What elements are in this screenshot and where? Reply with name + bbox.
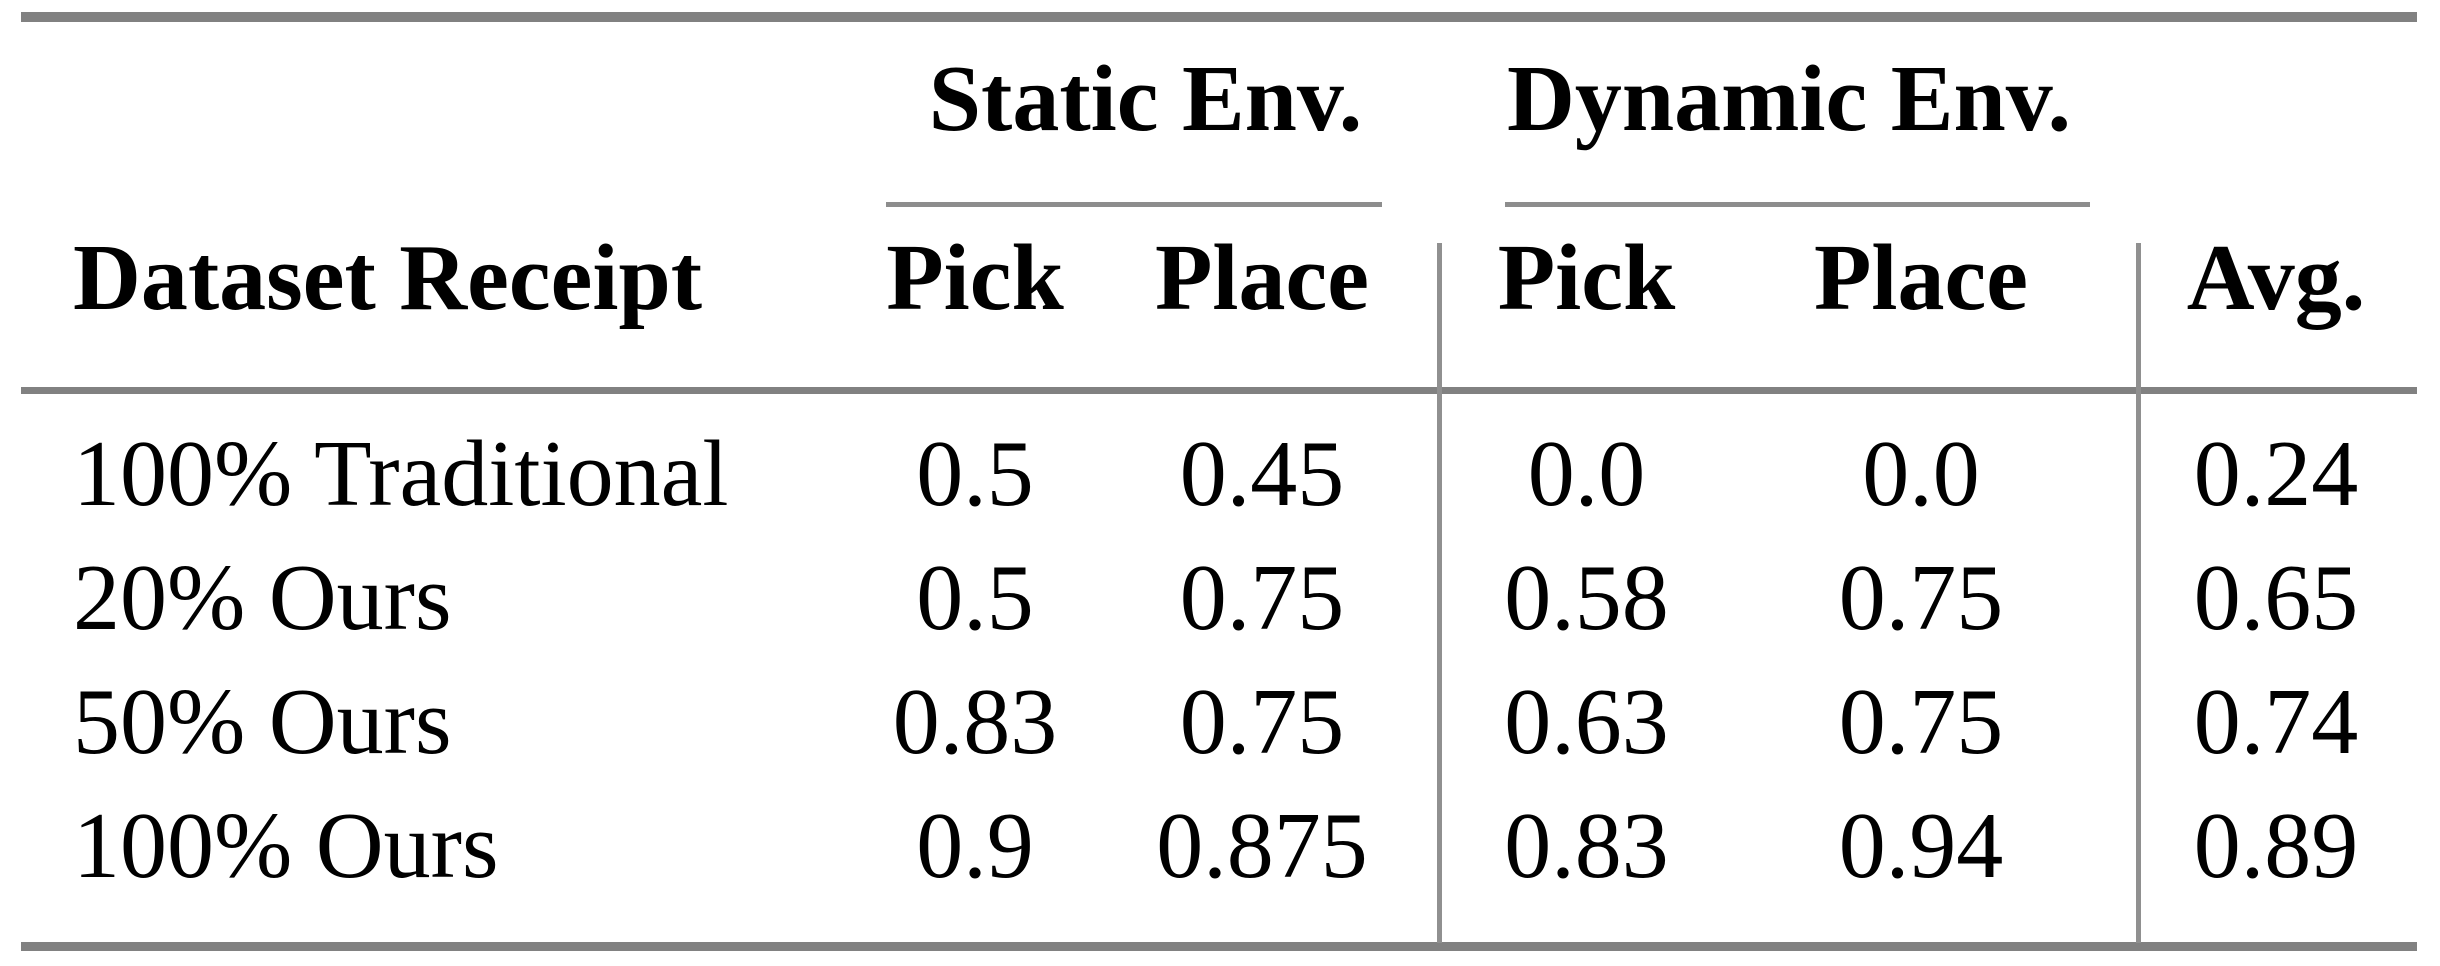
- col-header-dynamic-place: Place: [1814, 226, 2028, 330]
- cell-static-pick: 0.5: [916, 422, 1034, 526]
- row-label: 50% Ours: [73, 670, 452, 774]
- cell-dynamic-place: 0.94: [1838, 794, 2004, 898]
- cell-static-place: 0.75: [1179, 546, 1345, 650]
- cell-dynamic-pick: 0.58: [1504, 546, 1669, 650]
- cmidrule-static-env: [886, 202, 1382, 207]
- top-rule: [21, 12, 2417, 22]
- col-header-static-pick: Pick: [886, 226, 1064, 330]
- group-header-dynamic-env: Dynamic Env.: [1506, 47, 2072, 151]
- vertical-rule-dynamic-avg: [2136, 243, 2141, 943]
- cell-static-place: 0.45: [1179, 422, 1345, 526]
- cell-dynamic-place: 0.75: [1838, 670, 2004, 774]
- cell-avg: 0.74: [2193, 670, 2359, 774]
- row-label: 100% Ours: [73, 794, 499, 898]
- col-header-dataset-receipt: Dataset Receipt: [73, 226, 703, 330]
- cell-static-place: 0.75: [1179, 670, 1345, 774]
- vertical-rule-static-dynamic: [1437, 243, 1442, 943]
- bottom-rule: [21, 942, 2417, 951]
- cell-dynamic-pick: 0.0: [1527, 422, 1646, 526]
- cell-dynamic-place: 0.0: [1862, 422, 1980, 526]
- cell-static-pick: 0.9: [916, 794, 1034, 898]
- cell-static-pick: 0.83: [892, 670, 1058, 774]
- cell-dynamic-pick: 0.83: [1504, 794, 1669, 898]
- col-header-dynamic-pick: Pick: [1497, 226, 1676, 330]
- col-header-static-place: Place: [1155, 226, 1369, 330]
- cell-dynamic-pick: 0.63: [1504, 670, 1669, 774]
- cell-avg: 0.89: [2193, 794, 2359, 898]
- mid-rule: [21, 387, 2417, 394]
- cell-static-place: 0.875: [1156, 794, 1368, 898]
- cell-avg: 0.65: [2193, 546, 2359, 650]
- cell-dynamic-place: 0.75: [1838, 546, 2004, 650]
- col-header-avg: Avg.: [2186, 226, 2366, 330]
- cmidrule-dynamic-env: [1505, 202, 2090, 207]
- cell-avg: 0.24: [2193, 422, 2359, 526]
- row-label: 20% Ours: [73, 546, 452, 650]
- row-label: 100% Traditional: [73, 422, 729, 526]
- group-header-static-env: Static Env.: [928, 47, 1363, 151]
- cell-static-pick: 0.5: [916, 546, 1034, 650]
